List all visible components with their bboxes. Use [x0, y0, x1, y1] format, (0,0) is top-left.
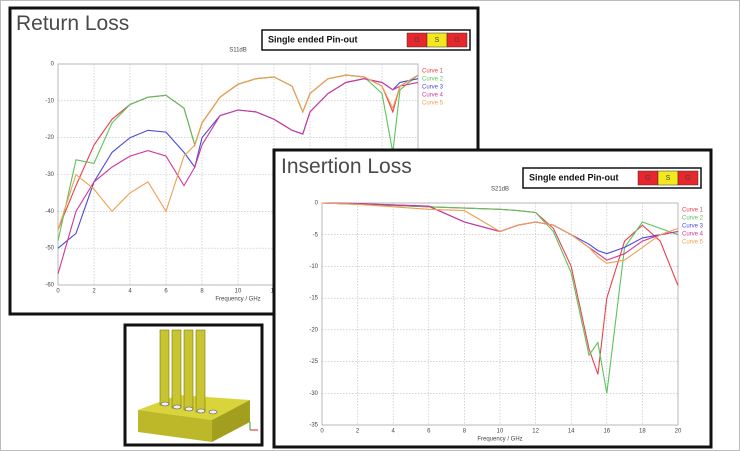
y-tick-label: -20	[45, 135, 54, 141]
insertion-loss-panel: Insertion Loss Single ended Pin-out G S G S2…	[274, 150, 711, 447]
y-tick-label: -30	[45, 172, 54, 178]
panel-title: Insertion Loss	[281, 155, 412, 178]
pin-label: G	[414, 37, 419, 44]
y-tick-label: -10	[309, 264, 318, 270]
legend-entry: Curve 3	[682, 224, 704, 230]
legend-entry: Curve 1	[422, 69, 444, 75]
x-tick-label: 10	[497, 429, 504, 435]
y-tick-label: -35	[309, 423, 318, 429]
y-tick-label: -40	[45, 209, 54, 215]
pinout-label: Single ended Pin-out	[529, 172, 619, 182]
panel-title: Return Loss	[16, 12, 129, 35]
x-tick-label: 14	[568, 429, 575, 435]
legend-entry: Curve 1	[682, 208, 704, 214]
subtitle: S21dB	[491, 187, 509, 193]
y-tick-label: -10	[45, 98, 54, 104]
pinout-label: Single ended Pin-out	[268, 34, 358, 44]
x-tick-label: 16	[603, 429, 610, 435]
pin-label: S	[666, 175, 671, 182]
connector-image	[125, 325, 262, 445]
subtitle: S11dB	[229, 48, 247, 54]
x-tick-label: 20	[675, 429, 682, 435]
y-tick-label: -15	[309, 296, 318, 302]
pin-label: S	[435, 37, 440, 44]
x-tick-label: 18	[639, 429, 646, 435]
legend-entry: Curve 4	[422, 93, 444, 99]
legend-entry: Curve 5	[422, 101, 444, 107]
pin-label: G	[645, 175, 650, 182]
legend-entry: Curve 5	[682, 240, 704, 246]
y-tick-label: -25	[309, 359, 318, 365]
x-axis-label: Frequency / GHz	[477, 437, 522, 443]
y-tick-label: -30	[309, 391, 318, 397]
legend-entry: Curve 3	[422, 85, 444, 91]
x-tick-label: 10	[235, 289, 242, 295]
x-axis-label: Frequency / GHz	[215, 297, 260, 303]
y-tick-label: -5	[313, 232, 319, 238]
x-tick-label: 12	[532, 429, 539, 435]
legend-entry: Curve 2	[682, 216, 704, 222]
pin-label: G	[685, 175, 690, 182]
pin-label: G	[454, 37, 459, 44]
y-tick-label: -50	[45, 246, 54, 252]
y-tick-label: -60	[45, 283, 54, 289]
legend-entry: Curve 2	[422, 77, 444, 83]
page: Return Loss Single ended Pin-out G S G S11dB…	[0, 0, 740, 451]
y-tick-label: -20	[309, 327, 318, 333]
legend-entry: Curve 4	[682, 232, 704, 238]
